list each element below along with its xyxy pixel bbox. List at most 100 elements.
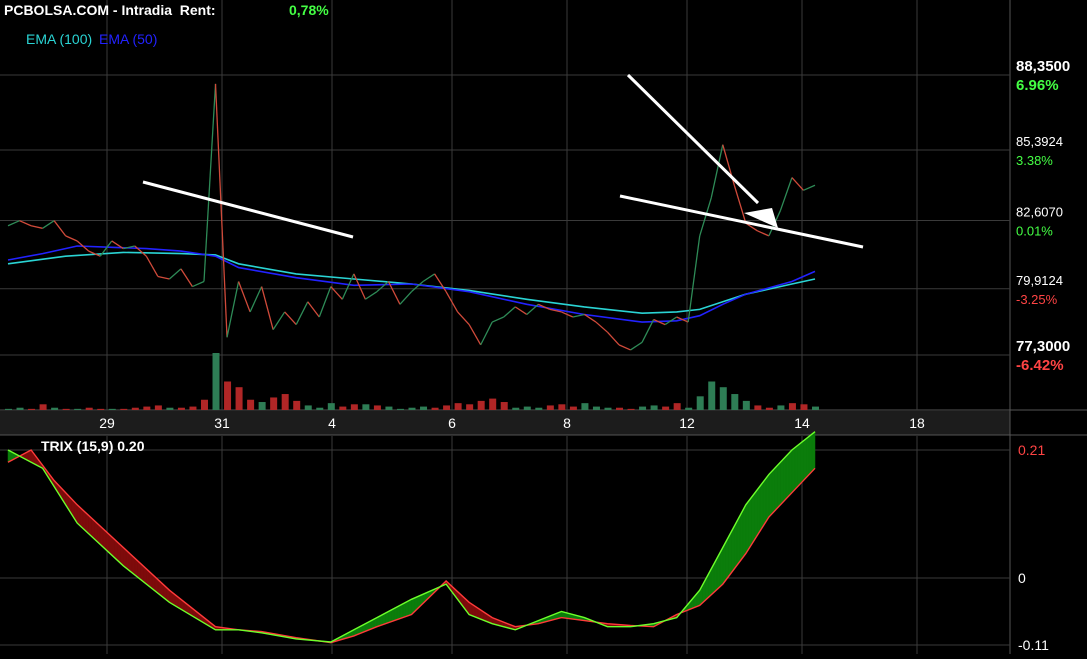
price-segment — [135, 246, 147, 256]
volume-bar — [17, 408, 24, 410]
volume-bar — [28, 409, 35, 410]
trix-tick-label: 0.21 — [1018, 442, 1045, 458]
volume-bar — [155, 405, 162, 410]
volume-bar — [362, 404, 369, 410]
volume-bar — [697, 396, 704, 410]
price-segment — [262, 287, 274, 330]
price-segment — [146, 256, 158, 276]
date-tick-label: 8 — [563, 415, 571, 431]
date-tick-label: 12 — [679, 415, 695, 431]
price-tick-label: 79,9124 — [1016, 273, 1063, 288]
price-segment — [250, 287, 262, 312]
trix-fill-segment — [729, 532, 732, 577]
trix-fill-segment — [403, 602, 406, 617]
volume-bar — [524, 407, 531, 410]
volume-bar — [570, 407, 577, 410]
volume-bar — [236, 387, 243, 410]
volume-bar — [293, 401, 300, 410]
price-segment — [573, 314, 585, 317]
volume-bar — [328, 403, 335, 410]
price-segment — [354, 274, 366, 299]
price-segment — [619, 345, 631, 350]
rent-value: 0,78% — [289, 2, 329, 18]
trix-fill-segment — [409, 599, 412, 615]
trix-fill-segment — [769, 471, 772, 517]
price-segment — [423, 274, 435, 282]
trix-fill-segment — [766, 474, 769, 521]
volume-bar — [489, 399, 496, 410]
trix-fill-segment — [803, 439, 806, 481]
volume-bar — [397, 409, 404, 410]
volume-bar — [282, 394, 289, 410]
price-segment — [803, 185, 815, 190]
volume-bar — [213, 353, 220, 410]
price-segment — [8, 221, 20, 226]
volume-bar — [639, 407, 646, 410]
legend-ema100[interactable]: EMA (100) — [26, 31, 92, 47]
volume-bar — [800, 404, 807, 410]
volume-bar — [754, 405, 761, 410]
percent-tick-label: -3.25% — [1016, 292, 1058, 307]
trix-fill-segment — [786, 453, 789, 499]
price-segment — [400, 292, 412, 305]
price-segment — [31, 226, 43, 229]
volume-bar — [651, 405, 658, 410]
trix-fill-segment — [740, 510, 743, 561]
price-segment — [54, 221, 66, 236]
arrow-shaft — [628, 75, 758, 203]
date-tick-label: 29 — [99, 415, 115, 431]
volume-bar — [247, 400, 254, 410]
date-axis-band — [0, 411, 1010, 435]
price-segment — [285, 312, 297, 325]
volume-bar — [662, 407, 669, 410]
volume-bar — [766, 408, 773, 410]
volume-bar — [385, 407, 392, 410]
price-segment — [711, 145, 723, 198]
trendline-1 — [143, 182, 353, 237]
volume-bar — [628, 409, 635, 410]
volume-bar — [674, 403, 681, 410]
volume-bar — [812, 407, 819, 410]
trix-fill-segment — [749, 497, 752, 549]
volume-bar — [132, 408, 139, 410]
percent-tick-label: -6.42% — [1016, 357, 1064, 374]
trix-fill-segment — [801, 441, 804, 484]
trix-tick-label: -0.11 — [1018, 637, 1049, 653]
trix-tick-label: 0 — [1018, 570, 1026, 586]
trix-fill-segment — [783, 456, 786, 502]
trix-fill-segment — [775, 465, 778, 511]
price-segment — [377, 282, 389, 292]
price-segment — [607, 332, 619, 345]
trix-fill-segment — [812, 432, 815, 472]
trix-fill-segment — [792, 448, 795, 493]
legend-ema50[interactable]: EMA (50) — [99, 31, 157, 47]
price-tick-label: 88,3500 — [1016, 58, 1070, 75]
price-segment — [227, 282, 239, 338]
trix-fill-segment — [757, 486, 760, 536]
volume-bar — [224, 382, 231, 411]
volume-bar — [708, 382, 715, 411]
volume-bar — [420, 407, 427, 410]
trix-fill-segment — [809, 434, 812, 474]
volume-bar — [339, 407, 346, 410]
price-segment — [239, 282, 251, 312]
volume-bar — [374, 405, 381, 410]
volume-bar — [512, 408, 519, 410]
price-segment — [515, 307, 527, 315]
trix-fill-segment — [406, 601, 409, 617]
price-segment — [757, 231, 769, 236]
volume-bar — [789, 403, 796, 410]
price-segment — [319, 287, 331, 317]
trix-fill-segment — [737, 516, 740, 566]
date-tick-label: 18 — [909, 415, 925, 431]
price-segment — [458, 312, 470, 325]
volume-bar — [731, 394, 738, 410]
price-segment — [469, 325, 481, 345]
percent-tick-label: 0.01% — [1016, 224, 1053, 239]
price-segment — [273, 312, 285, 330]
volume-bar — [5, 409, 12, 410]
volume-bar — [63, 409, 70, 410]
